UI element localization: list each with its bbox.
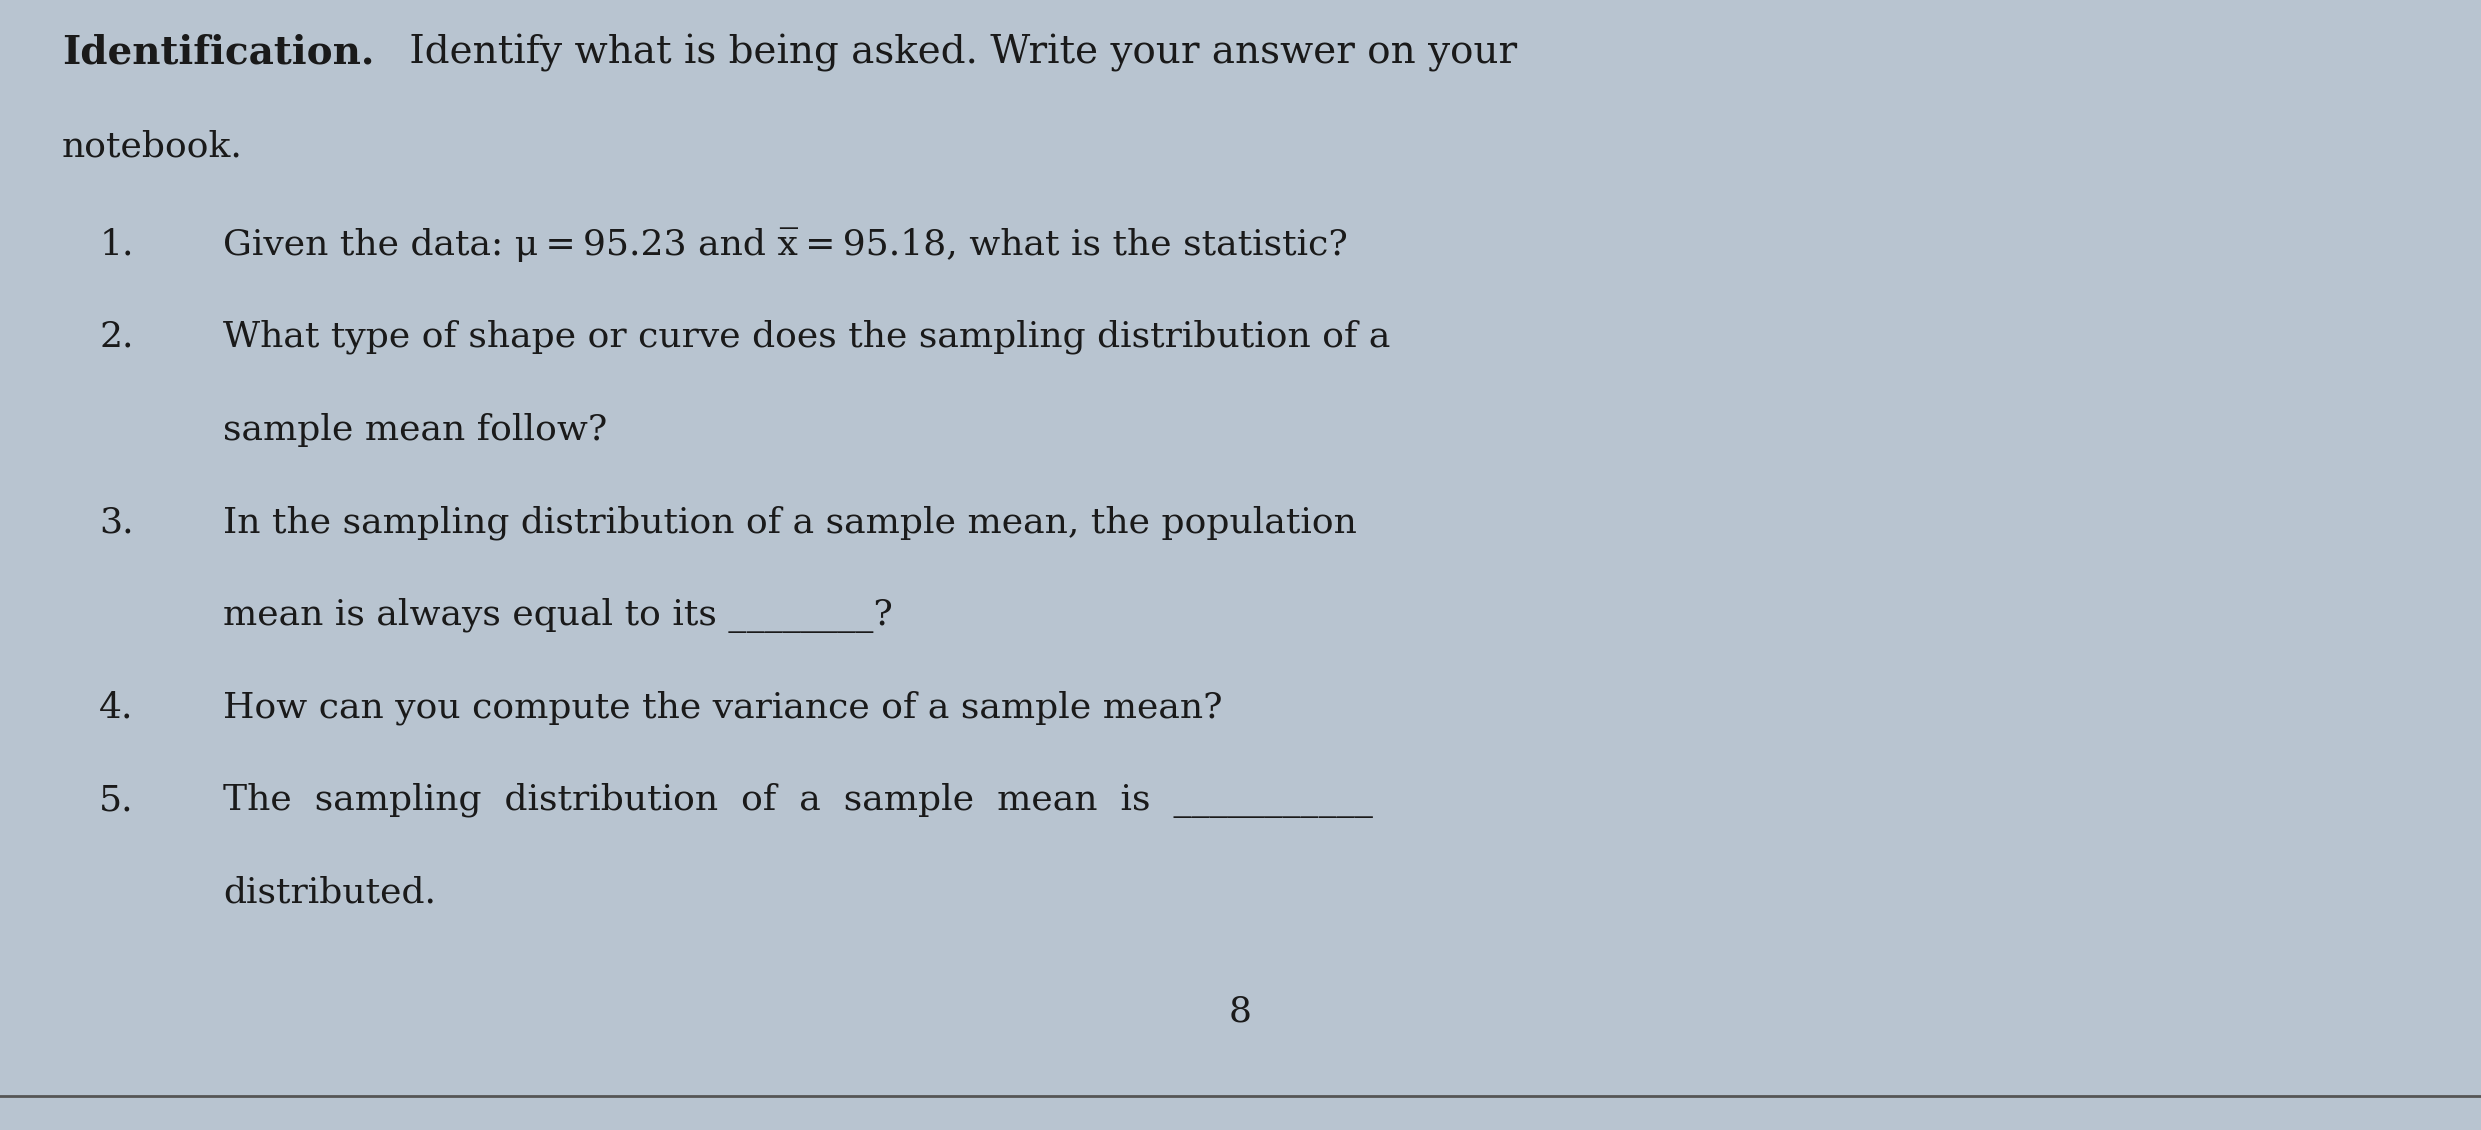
- Text: Identify what is being asked. Write your answer on your: Identify what is being asked. Write your…: [397, 34, 1516, 72]
- Text: Given the data: μ = 95.23 and x̅ = 95.18, what is the statistic?: Given the data: μ = 95.23 and x̅ = 95.18…: [223, 227, 1347, 262]
- Text: The  sampling  distribution  of  a  sample  mean  is  ___________: The sampling distribution of a sample me…: [223, 783, 1372, 818]
- Text: mean is always equal to its ________?: mean is always equal to its ________?: [223, 598, 893, 633]
- Text: Identification.: Identification.: [62, 34, 375, 72]
- Text: How can you compute the variance of a sample mean?: How can you compute the variance of a sa…: [223, 690, 1223, 725]
- Text: 8: 8: [1228, 994, 1253, 1028]
- Text: 1.: 1.: [99, 227, 134, 261]
- Text: 5.: 5.: [99, 783, 134, 817]
- Text: 3.: 3.: [99, 505, 134, 539]
- Text: In the sampling distribution of a sample mean, the population: In the sampling distribution of a sample…: [223, 505, 1357, 540]
- Text: distributed.: distributed.: [223, 876, 437, 910]
- Text: sample mean follow?: sample mean follow?: [223, 412, 608, 446]
- Text: 4.: 4.: [99, 690, 134, 724]
- Text: What type of shape or curve does the sampling distribution of a: What type of shape or curve does the sam…: [223, 320, 1392, 355]
- Text: 2.: 2.: [99, 320, 134, 354]
- Text: notebook.: notebook.: [62, 130, 243, 164]
